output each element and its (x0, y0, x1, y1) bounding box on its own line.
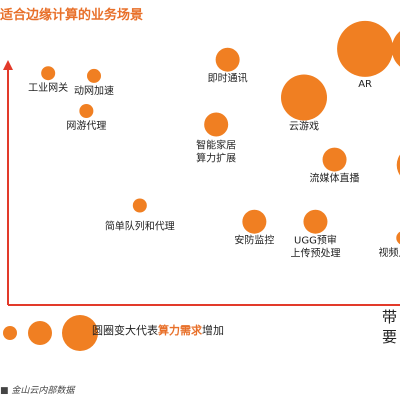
legend-text-after: 增加 (202, 324, 224, 337)
bubble-label: 网游代理 (66, 119, 106, 132)
bubble-label: 安防监控 (234, 234, 274, 247)
chart-title: 适合边缘计算的业务场景 (0, 4, 143, 23)
x-axis-label-fragment-1: 带 (382, 306, 397, 327)
bubble-label: 云游戏 (289, 120, 319, 133)
legend-text-highlight: 算力需求 (158, 324, 202, 337)
bubble-label: AR (358, 79, 372, 90)
bubble-label: 简单队列和代理 (105, 220, 175, 233)
bubble-point (281, 75, 327, 121)
bubble-label: 动网加速 (74, 85, 114, 97)
bubble-label: 智能家居 (196, 139, 236, 152)
bubble-point (303, 210, 327, 234)
bubble-label: 工业网关 (28, 81, 68, 94)
legend-text-before: 圆圈变大代表 (92, 324, 158, 337)
bubble-label: 算力扩展 (196, 152, 236, 165)
legend-bubble (3, 326, 17, 340)
legend-text: 圆圈变大代表算力需求增加 (92, 322, 224, 338)
bubble-label: 上传预处理 (290, 248, 340, 260)
x-axis-label-fragment-2: 要 (382, 326, 397, 347)
source-text: 金山云内部数据 (11, 386, 74, 396)
bubble-point (396, 231, 400, 245)
bubble-point (392, 26, 400, 72)
source-note: ■ 金山云内部数据 (0, 383, 74, 396)
bubble-point (204, 113, 228, 137)
legend-bubble (28, 321, 52, 345)
bubble-point (216, 48, 240, 72)
bubble-point (133, 199, 147, 213)
bubble-point (87, 69, 101, 83)
bubble-point (323, 148, 347, 172)
bubble-label: UGG预审 (294, 234, 337, 247)
y-axis-arrow-icon (3, 60, 13, 70)
bubble-label: 流媒体直播 (310, 172, 360, 185)
source-icon: ■ (0, 386, 9, 396)
bubble-point (79, 104, 93, 118)
bubble-point (337, 21, 393, 77)
bubble-point (41, 66, 55, 80)
bubble-point (242, 210, 266, 234)
bubble-label: 即时通讯 (208, 73, 248, 85)
bubble-label: 视频点播... (378, 246, 400, 259)
